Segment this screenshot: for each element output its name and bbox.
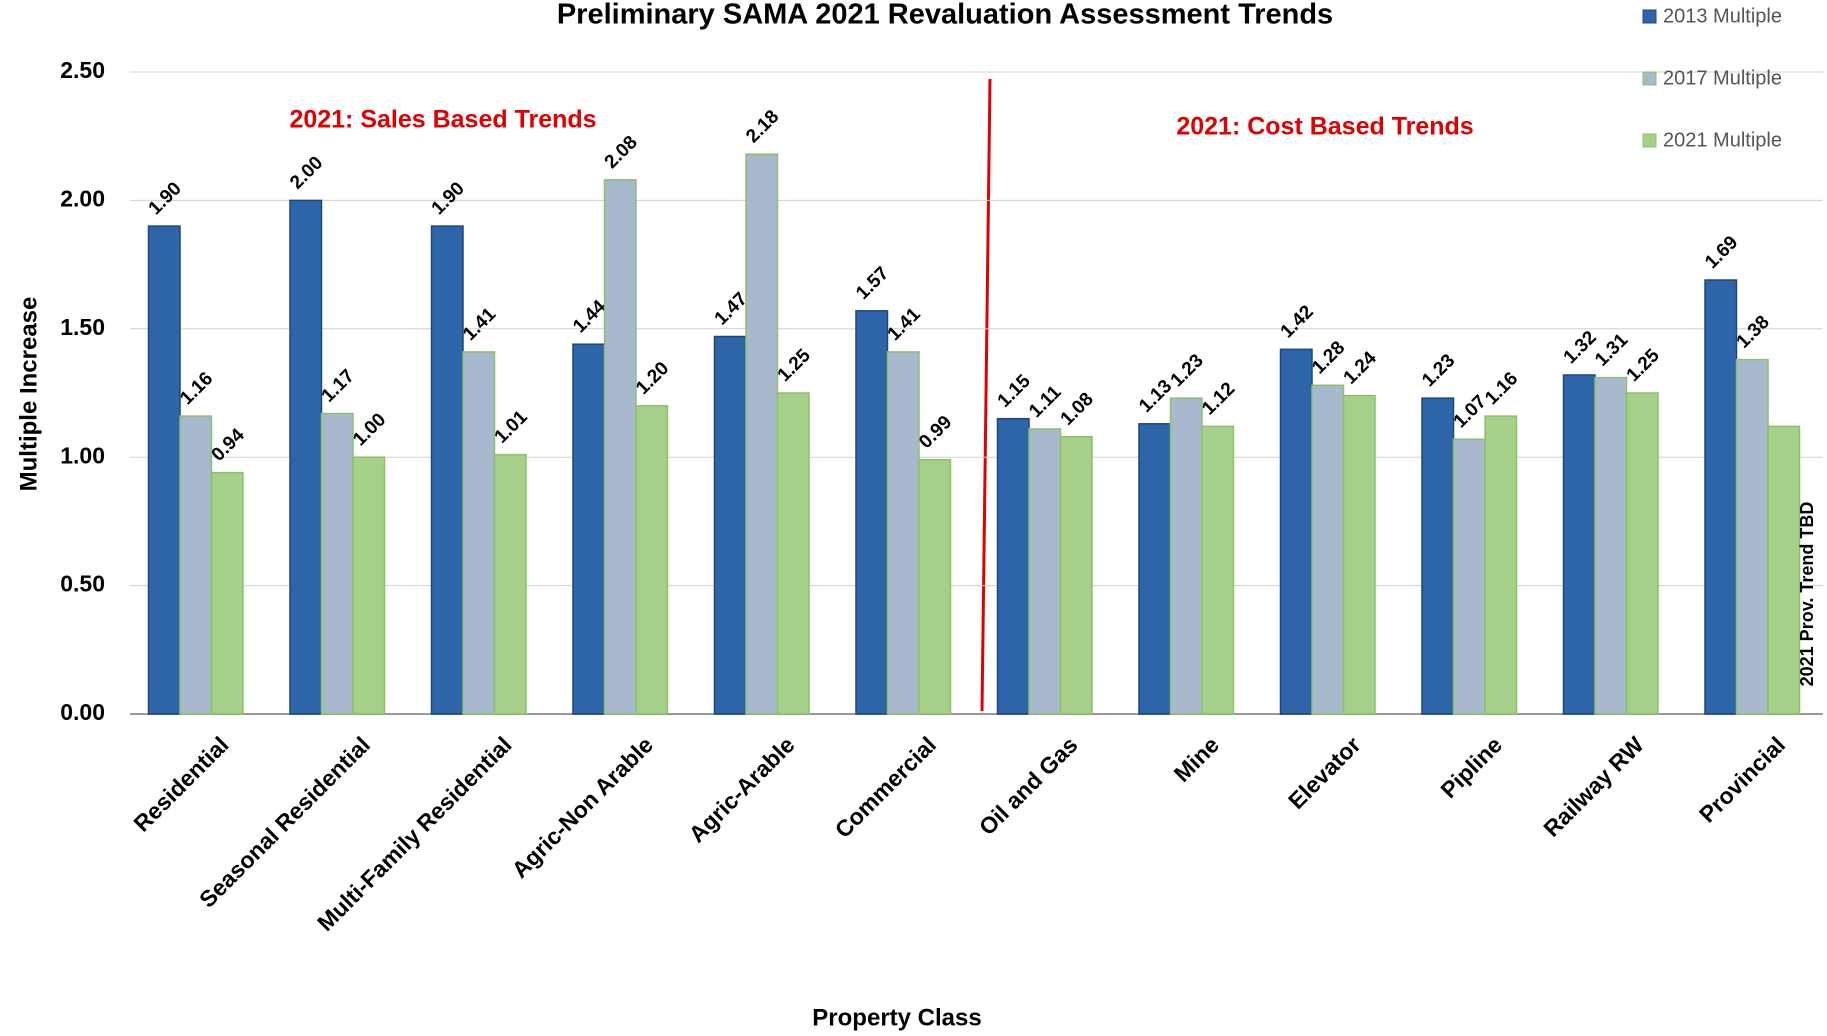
bar (1704, 279, 1738, 715)
bar (320, 412, 354, 715)
data-label: 1.00 (349, 409, 390, 450)
data-label: 2.18 (742, 106, 783, 147)
x-tick-label: Railway RW (1538, 731, 1648, 841)
bar (1594, 376, 1628, 715)
bar (1311, 384, 1345, 715)
bar (1421, 397, 1455, 715)
data-label: 1.31 (1591, 329, 1632, 370)
bar (1342, 394, 1376, 715)
y-tick-label: 0.00 (60, 699, 105, 725)
x-tick-label: Pipline (1435, 731, 1507, 803)
annotation: 2021 Prov. Trend TBD (1797, 502, 1817, 687)
x-tick-label: Agric-Arable (684, 731, 800, 847)
legend-swatch (1642, 133, 1657, 148)
bar (1452, 438, 1486, 715)
data-label: 1.25 (774, 345, 815, 386)
x-tick-label: Agric-Non Arable (507, 731, 659, 883)
bar (713, 335, 747, 715)
bar (635, 405, 669, 715)
bar (493, 453, 527, 715)
data-label: 2.00 (286, 152, 327, 193)
bar (855, 310, 889, 715)
bar (1279, 348, 1313, 715)
bar (210, 471, 244, 715)
bar (918, 459, 952, 715)
data-label: 1.01 (491, 406, 532, 447)
data-label: 0.94 (208, 424, 249, 465)
y-tick-label: 1.50 (60, 314, 105, 340)
bar (1059, 435, 1093, 715)
y-tick-label: 2.00 (60, 185, 105, 211)
legend-label: 2013 Multiple (1663, 5, 1782, 27)
legend-swatch (1642, 71, 1657, 86)
x-tick-label: Oil and Gas (974, 731, 1083, 840)
bar (572, 343, 606, 715)
data-label: 1.12 (1198, 378, 1239, 419)
data-label: 1.23 (1418, 350, 1459, 391)
bar (1484, 415, 1518, 715)
x-tick-label: Provincial (1694, 731, 1790, 827)
bar (745, 153, 779, 715)
data-label: 1.20 (632, 358, 673, 399)
data-label: 1.90 (145, 178, 186, 219)
data-label: 1.57 (852, 263, 893, 304)
bar (462, 351, 496, 715)
bar (430, 225, 464, 715)
bar (1028, 428, 1062, 715)
bar (1735, 358, 1769, 715)
data-label: 1.16 (176, 368, 217, 409)
legend-label: 2021 Multiple (1663, 129, 1782, 151)
data-label: 2.08 (601, 132, 642, 173)
y-axis-title: Multiple Increase (15, 297, 42, 492)
data-label: 1.38 (1733, 312, 1774, 353)
x-tick-label: Residential (128, 731, 233, 836)
legend-swatch (1642, 9, 1657, 24)
x-tick-label: Elevator (1283, 731, 1366, 814)
bar (1138, 423, 1172, 715)
x-tick-label: Mine (1169, 731, 1224, 786)
bar (352, 456, 386, 715)
data-label: 1.69 (1701, 232, 1742, 273)
bar (1201, 425, 1235, 715)
data-label: 1.17 (318, 366, 359, 407)
data-label: 1.42 (1277, 301, 1318, 342)
data-label: 1.32 (1560, 327, 1601, 368)
bar (1169, 397, 1203, 715)
annotation: 2021: Cost Based Trends (1176, 113, 1473, 141)
x-tick-label: Commercial (830, 731, 941, 842)
data-label: 1.41 (884, 304, 925, 345)
bar (289, 199, 323, 715)
bar (1625, 392, 1659, 715)
bar (147, 225, 181, 715)
data-label: 1.23 (1167, 350, 1208, 391)
data-label: 1.41 (459, 304, 500, 345)
data-label: 0.99 (915, 412, 956, 453)
annotation: 2021: Sales Based Trends (289, 106, 596, 134)
legend-label: 2017 Multiple (1663, 67, 1782, 89)
divider-line (980, 78, 992, 712)
bar (996, 417, 1030, 715)
bar (179, 415, 213, 715)
bar (886, 351, 920, 715)
y-tick-label: 1.00 (60, 442, 105, 468)
data-label: 1.90 (428, 178, 469, 219)
bar (603, 179, 637, 715)
bar (776, 392, 810, 715)
data-label: 1.25 (1623, 345, 1664, 386)
x-axis-title: Property Class (812, 1004, 981, 1031)
y-tick-label: 2.50 (60, 57, 105, 83)
y-tick-label: 0.50 (60, 571, 105, 597)
bar (1767, 425, 1801, 715)
chart-title: Preliminary SAMA 2021 Revaluation Assess… (557, 0, 1333, 31)
bar (1562, 374, 1596, 715)
